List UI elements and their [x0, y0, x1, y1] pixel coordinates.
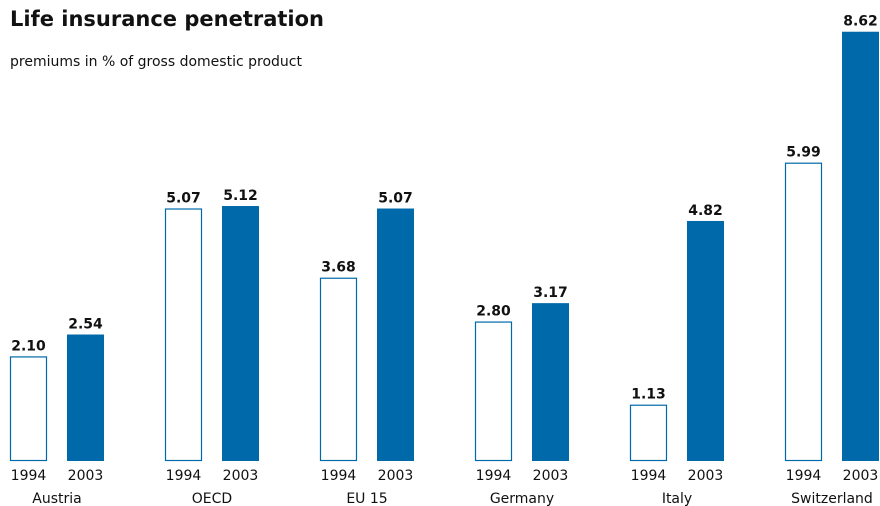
series-label: 2003	[223, 468, 259, 484]
x-tick-label: Germany	[490, 491, 554, 506]
bar	[532, 303, 569, 461]
series-label: 1994	[321, 468, 357, 484]
bar	[377, 208, 414, 461]
value-label: 1.13	[631, 387, 666, 403]
x-tick-label: Italy	[662, 491, 692, 506]
bar	[842, 31, 879, 462]
series-label: 1994	[631, 468, 667, 484]
value-label: 2.80	[476, 304, 511, 320]
value-label: 2.10	[11, 338, 46, 354]
value-label: 4.82	[688, 203, 723, 219]
x-tick-label: Switzerland	[791, 491, 873, 506]
x-tick-label: Austria	[32, 491, 81, 506]
bar	[784, 162, 823, 462]
value-label: 3.17	[533, 285, 568, 301]
series-label: 1994	[11, 468, 47, 484]
series-label: 1994	[786, 468, 822, 484]
chart-title: Life insurance penetration	[10, 7, 324, 31]
value-label: 5.99	[786, 145, 821, 161]
value-label: 5.12	[223, 188, 258, 204]
series-label: 2003	[68, 468, 104, 484]
series-label: 2003	[533, 468, 569, 484]
value-label: 3.68	[321, 260, 356, 276]
x-tick-label: EU 15	[346, 491, 387, 506]
bar	[474, 321, 513, 462]
bar	[687, 220, 724, 461]
value-label: 8.62	[843, 14, 878, 30]
bar	[222, 206, 259, 461]
chart-subtitle: premiums in % of gross domestic product	[10, 54, 302, 70]
series-label: 1994	[476, 468, 512, 484]
series-label: 2003	[688, 468, 724, 484]
series-label: 2003	[378, 468, 414, 484]
series-label: 1994	[166, 468, 202, 484]
bar	[629, 404, 668, 462]
value-label: 2.54	[68, 317, 103, 333]
value-label: 5.07	[378, 191, 413, 207]
bar	[164, 208, 203, 462]
bar	[319, 277, 358, 462]
x-tick-label: OECD	[192, 491, 232, 506]
bar	[9, 356, 48, 462]
value-label: 5.07	[166, 191, 201, 207]
bar	[67, 334, 104, 461]
series-label: 2003	[843, 468, 879, 484]
